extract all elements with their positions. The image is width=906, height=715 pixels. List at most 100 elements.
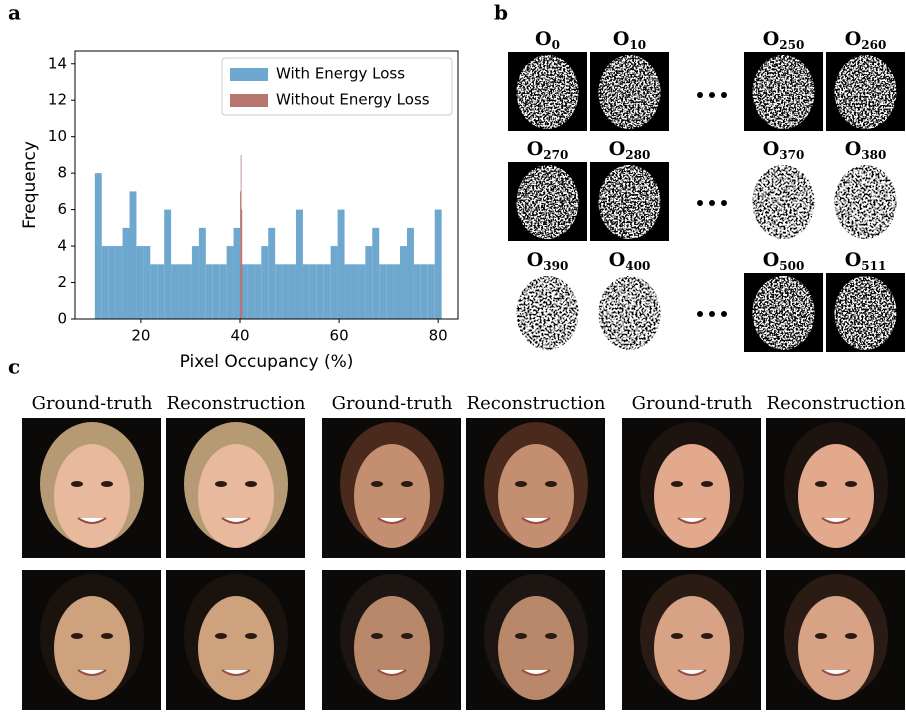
map-subscript: 280 [625,148,650,162]
face-eye [845,633,857,639]
y-tick-label: 12 [48,91,67,109]
histogram-bar [282,264,290,319]
face-mouth [377,669,407,676]
face-mouth [521,669,551,676]
histogram-bar [413,264,421,319]
y-tick-label: 8 [57,164,67,182]
face-mouth [377,517,407,524]
face-mouth [821,517,851,524]
x-tick-label: 20 [131,327,150,345]
face-mouth [77,669,107,676]
map-label: O390 [527,249,569,273]
map-label: O250 [763,28,805,52]
histogram-bar [240,264,248,319]
face-skin [498,444,574,548]
operator-map: O370 [744,138,823,241]
legend-swatch [230,68,268,81]
histogram-bar [219,264,227,319]
face-eye [371,481,383,487]
face-eye [671,481,683,487]
face-skin [798,596,874,700]
histogram-bar [365,246,373,319]
y-tick-label: 0 [57,310,67,328]
histogram-bar [295,209,303,319]
map-noise [516,55,579,129]
histogram-bar [344,264,352,319]
legend-swatch [230,94,268,107]
map-label: O260 [845,28,887,52]
histogram-bar [191,246,199,319]
histogram-bar [205,264,213,319]
column-caption: Ground-truth [632,393,753,414]
histogram-bar [239,191,241,319]
y-tick-label: 6 [57,200,67,218]
operator-map: O500 [744,249,823,352]
histogram-bar [164,209,172,319]
operator-map: O280 [590,138,669,241]
ellipsis [697,92,727,317]
face-skin [354,444,430,548]
face-eye [845,481,857,487]
face-eye [815,633,827,639]
face-skin [354,596,430,700]
histogram-bar [393,264,401,319]
face-eye [515,481,527,487]
face-eye [245,633,257,639]
legend-label: Without Energy Loss [276,91,430,109]
map-label: O280 [609,138,651,162]
face-eye [71,481,83,487]
histogram-bar [226,246,234,319]
map-label: O10 [613,28,646,52]
map-noise [752,165,815,239]
operator-map: O250 [744,28,823,131]
operator-map: O380 [826,138,905,241]
map-label: O380 [845,138,887,162]
histogram-bar [309,264,317,319]
face-skin [54,444,130,548]
column-caption: Ground-truth [32,393,153,414]
map-symbol: O [609,249,626,271]
face-eye [215,481,227,487]
map-symbol: O [763,138,780,160]
map-subscript: 390 [543,259,568,273]
y-tick-label: 2 [57,273,67,291]
histogram-bar [115,246,123,319]
histogram-bar [198,227,206,319]
x-tick-label: 40 [230,327,249,345]
face-eye [245,481,257,487]
map-subscript: 500 [779,259,804,273]
operator-map: O390 [508,249,587,352]
histogram-bar [400,246,407,319]
histogram-bar [129,191,137,319]
operator-map: O260 [826,28,905,131]
histogram-bar [268,227,276,319]
operator-map: O10 [590,28,669,131]
map-label: O500 [763,249,805,273]
face-eye [101,633,113,639]
face-eye [401,481,413,487]
map-noise [752,276,815,350]
histogram-bar [122,227,130,319]
histogram-bar [171,264,179,319]
map-symbol: O [613,28,630,50]
histogram-bar [94,173,102,319]
histogram-bar [386,264,394,319]
map-symbol: O [609,138,626,160]
face-eye [545,633,557,639]
histogram-bar [184,264,192,319]
histogram-bar [178,264,185,319]
y-tick-label: 14 [48,54,67,72]
histogram-bar [323,264,331,319]
map-label: O370 [763,138,805,162]
map-subscript: 400 [625,259,650,273]
histogram-bar [434,209,442,319]
face-skin [54,596,130,700]
map-symbol: O [845,28,862,50]
operator-map: O400 [590,249,669,352]
map-symbol: O [535,28,552,50]
map-symbol: O [845,249,862,271]
map-subscript: 260 [861,38,886,52]
histogram-bar [289,264,296,319]
map-symbol: O [527,138,544,160]
face-mouth [77,517,107,524]
